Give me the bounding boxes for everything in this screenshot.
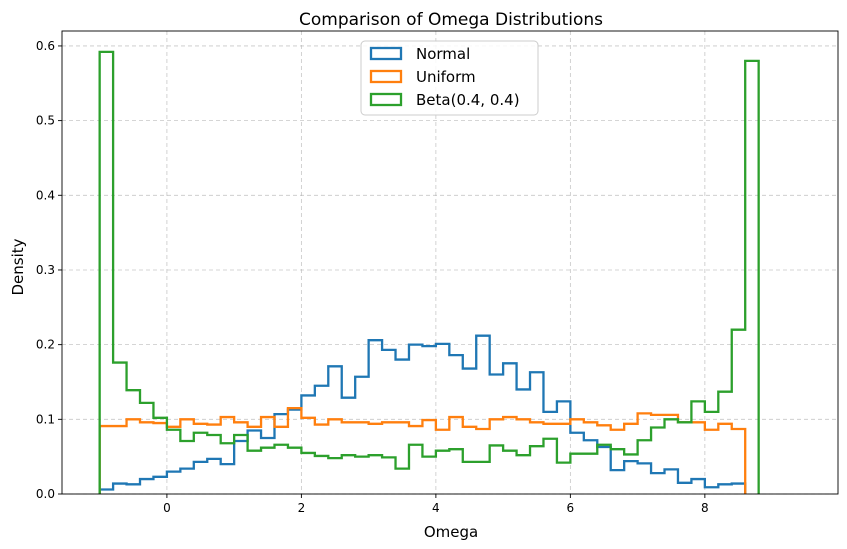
legend-label: Beta(0.4, 0.4): [416, 91, 520, 109]
x-tick-label: 0: [163, 501, 171, 515]
plot-area-frame: [61, 30, 839, 495]
x-tick-label: 6: [567, 501, 575, 515]
legend: Normal Uniform Beta(0.4, 0.4): [360, 40, 539, 116]
y-tick-label: 0.2: [36, 338, 55, 352]
series-3-step-line: [98, 50, 760, 494]
legend-swatch: [369, 46, 403, 61]
legend-box: [360, 40, 539, 116]
series-layer: [98, 50, 760, 494]
legend-swatch: [369, 92, 403, 107]
legend-label: Normal: [416, 45, 470, 63]
series-2-step-line: [98, 406, 747, 494]
y-tick-label: 0.3: [36, 263, 55, 277]
legend-swatch: [369, 69, 403, 84]
y-tick-label: 0.6: [36, 39, 55, 53]
y-tick-label: 0.5: [36, 114, 55, 128]
x-tick-label: 4: [432, 501, 440, 515]
legend-label: Uniform: [416, 68, 476, 86]
x-tick-label: 2: [298, 501, 306, 515]
y-tick-label: 0.0: [36, 487, 55, 501]
x-axis-label: Omega: [424, 523, 478, 541]
y-axis-label: Density: [9, 238, 27, 295]
series-1-step-line: [98, 334, 747, 494]
x-tick-label: 8: [701, 501, 709, 515]
axis-ticks: 0 2 4 6 8 0.0 0.1 0.2 0.3 0.4 0.5 0.6: [36, 39, 709, 515]
y-tick-label: 0.1: [36, 412, 55, 426]
chart-title: Comparison of Omega Distributions: [299, 10, 603, 30]
y-tick-label: 0.4: [36, 188, 55, 202]
